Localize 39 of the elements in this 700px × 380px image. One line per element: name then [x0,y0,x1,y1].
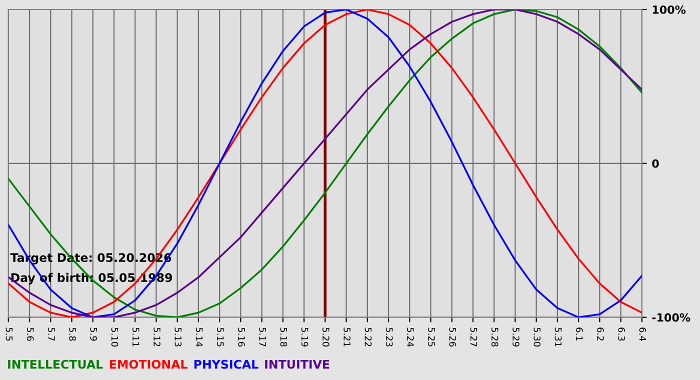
x-tick-label: 5.17 [259,328,266,346]
text: INTELLECTUAL [8,360,103,369]
x-tick-label: 5.19 [301,328,308,346]
y-tick-label: 0 [652,159,659,168]
x-tick-label: 5.26 [449,328,456,347]
line-series [8,10,642,318]
x-tick-label: 6.4 [639,328,646,341]
text: INTUITIVE [265,360,330,369]
x-tick-label: 5.14 [196,328,203,347]
x-tick-label: 5.28 [491,328,498,347]
y-tick-label: 100% [652,5,686,14]
x-tick-label: 5.5 [6,328,12,341]
x-tick-label: 5.13 [174,328,182,346]
x-tick-label: 5.20 [322,328,330,347]
y-tick-label: -100% [652,313,690,322]
x-tick-label: 5.21 [344,328,350,346]
x-tick-label: 5.24 [406,328,414,347]
x-tick-label: 5.30 [534,328,541,347]
x-tick-label: 5.9 [90,328,98,341]
x-tick-label: 5.11 [132,328,140,346]
x-tick-label: 6.1 [576,328,583,341]
x-tick-label: 5.8 [69,328,76,341]
x-tick-label: 5.16 [238,328,245,347]
x-tick-label: 5.23 [386,328,393,346]
x-tick-label: 5.6 [26,328,34,341]
x-tick-label: 5.12 [154,328,160,346]
x-tick-label: 5.31 [554,328,562,346]
x-tick-label: 5.22 [364,328,372,346]
text: PHYSICAL [194,360,258,369]
x-tick-label: 6.2 [597,328,604,340]
x-tick-label: 5.7 [48,328,55,341]
x-tick-label: 5.29 [512,328,520,346]
x-tick-label: 5.27 [470,328,478,346]
x-tick-label: 5.10 [111,328,118,347]
x-tick-label: 5.15 [216,328,224,346]
x-tick-label: 6.3 [618,328,625,341]
text: EMOTIONAL [110,360,188,369]
x-tick-label: 5.18 [280,328,288,347]
x-tick-label: 5.25 [428,328,435,346]
